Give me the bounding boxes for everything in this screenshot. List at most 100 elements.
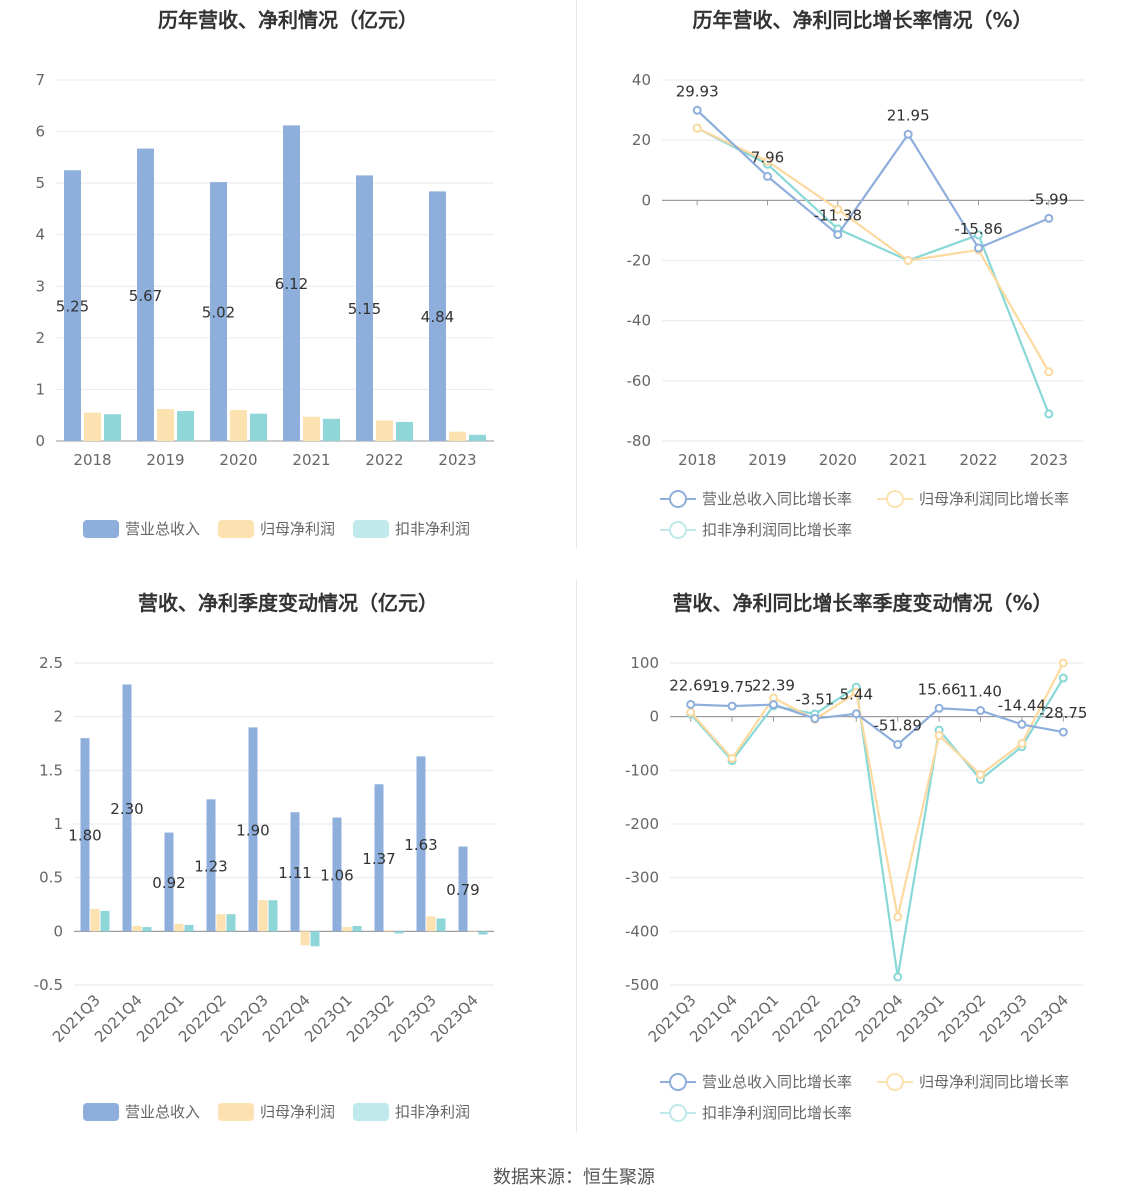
- bar-deducted-profit: [478, 931, 488, 935]
- data-point: [974, 230, 983, 240]
- data-label: 5.15: [348, 300, 381, 318]
- bar-net-profit: [426, 916, 436, 932]
- legend-label: 扣非净利润同比增长率: [702, 1104, 853, 1122]
- series-line-deducted-growth: [689, 677, 1065, 978]
- legend-item-net-growth[interactable]: 归母净利润同比增长率: [877, 1071, 1069, 1092]
- data-label: 22.39: [752, 677, 795, 695]
- data-point: [934, 703, 944, 713]
- legend-item-net-profit[interactable]: 归母净利润: [218, 1101, 335, 1122]
- data-label: 7.96: [751, 148, 784, 166]
- y-tick-label: 40: [632, 71, 651, 89]
- legend: 营业总收入 归母净利润 扣非净利润: [0, 0, 576, 560]
- bar-revenue: [210, 182, 227, 441]
- legend-swatch-deducted-profit: [353, 519, 389, 538]
- data-point: [727, 754, 737, 764]
- bar-revenue: [429, 191, 446, 441]
- y-tick-label: 0.5: [39, 869, 63, 887]
- data-point: [1044, 367, 1054, 377]
- legend-item-deducted-profit[interactable]: 扣非净利润: [353, 1101, 470, 1122]
- data-label: -3.51: [795, 691, 834, 709]
- bar-deducted-profit: [268, 900, 278, 932]
- x-tick-label: 2020: [819, 451, 857, 469]
- bar-deducted-profit: [142, 927, 152, 932]
- vertical-divider-bottom: [576, 580, 577, 1132]
- data-point: [1017, 719, 1027, 729]
- x-tick-label: 2023: [1030, 451, 1068, 469]
- data-label: 1.11: [278, 864, 311, 882]
- data-label: 22.69: [669, 676, 712, 694]
- legend-item-net-growth[interactable]: 归母净利润同比增长率: [877, 488, 1069, 509]
- data-point: [893, 740, 903, 750]
- y-tick-label: -0.5: [34, 976, 63, 994]
- bar-deducted-profit: [469, 434, 486, 441]
- x-tick-label: 2019: [146, 451, 184, 469]
- series-line-net-growth: [689, 662, 1065, 918]
- y-tick-label: -40: [627, 312, 652, 330]
- legend-item-deducted-profit[interactable]: 扣非净利润: [353, 518, 470, 539]
- legend-swatch-net-growth: [877, 1072, 913, 1091]
- bar-revenue: [164, 832, 174, 932]
- data-label: 21.95: [887, 106, 930, 124]
- series-line-net-growth: [696, 127, 1050, 373]
- bar-net-profit: [300, 931, 310, 946]
- data-point: [1044, 213, 1054, 223]
- data-label: 0.92: [152, 874, 185, 892]
- data-label: 5.02: [202, 304, 235, 322]
- bar-revenue: [122, 684, 132, 932]
- legend-item-revenue-growth[interactable]: 营业总收入同比增长率: [660, 488, 852, 509]
- chart-title: 历年营收、净利情况（亿元）: [158, 8, 418, 32]
- bar-net-profit: [84, 412, 101, 441]
- bar-deducted-profit: [352, 925, 362, 932]
- legend-item-revenue[interactable]: 营业总收入: [83, 518, 200, 539]
- quarterly-growth-panel: 营收、净利同比增长率季度变动情况（%） -500 -400 -300 -200 -100…: [577, 583, 1148, 1143]
- data-point: [974, 243, 983, 253]
- data-point: [1058, 673, 1068, 683]
- data-label: 1.37: [362, 850, 395, 868]
- quarterly-growth-chart: -500-400-300-200-10001002021Q32021Q42022…: [625, 654, 1088, 1046]
- y-tick-label: -400: [625, 922, 659, 940]
- legend-item-revenue-growth[interactable]: 营业总收入同比增长率: [660, 1071, 852, 1092]
- data-point: [903, 256, 913, 265]
- data-point: [903, 129, 913, 139]
- data-point: [893, 972, 903, 982]
- bar-revenue: [374, 784, 384, 932]
- annual-revenue-profit-panel: 历年营收、净利情况（亿元） 0 1 2 3 4 5 6 7 2018 2019 2020 2021 20…: [0, 0, 576, 560]
- data-label: 4.84: [421, 308, 454, 326]
- y-tick-label: -60: [627, 372, 652, 390]
- bar-net-profit: [157, 409, 174, 441]
- data-point: [934, 730, 944, 740]
- legend-swatch-deducted-growth: [660, 520, 696, 539]
- data-point: [851, 688, 861, 698]
- series-line-revenue-growth: [696, 109, 1050, 250]
- quarterly-revenue-profit-chart: -0.500.511.522.52021Q32021Q42022Q12022Q2…: [34, 654, 494, 1046]
- legend-item-deducted-growth[interactable]: 扣非净利润同比增长率: [660, 519, 852, 540]
- legend-item-net-profit[interactable]: 归母净利润: [218, 518, 335, 539]
- data-label: 5.25: [56, 298, 89, 316]
- annual-growth-chart: -80 -60 -40 -20 0 20 40 2018 2019 2020 2021 2022 202…: [627, 71, 1084, 469]
- bar-net-profit: [90, 908, 100, 932]
- legend-item-deducted-growth[interactable]: 扣非净利润同比增长率: [660, 1102, 852, 1123]
- data-label: -5.99: [1029, 190, 1068, 208]
- bar-net-profit: [174, 923, 184, 932]
- legend: 营业总收入 归母净利润 扣非净利润: [0, 583, 576, 1143]
- annual-growth-panel: 历年营收、净利同比增长率情况（%） -80 -60 -40 -20 0 20 40 2018 2…: [577, 0, 1148, 560]
- quarterly-revenue-profit-panel: 营收、净利季度变动情况（亿元） -0.5 0 0.5 1 1.5 2 2.5 2021Q3 20…: [0, 583, 576, 1143]
- legend-label: 归母净利润: [260, 1103, 336, 1121]
- legend-label: 归母净利润同比增长率: [919, 490, 1070, 508]
- bar-net-profit: [342, 927, 352, 932]
- y-tick-label: 2: [35, 329, 45, 347]
- legend-swatch-revenue-growth: [660, 489, 696, 508]
- legend-label: 营业总收入: [125, 520, 201, 538]
- legend-item-revenue[interactable]: 营业总收入: [83, 1101, 200, 1122]
- bar-deducted-profit: [100, 910, 110, 932]
- legend-label: 扣非净利润: [395, 520, 471, 538]
- y-tick-label: -80: [627, 432, 652, 450]
- bar-revenue: [248, 727, 258, 932]
- x-tick-label: 2023: [438, 451, 476, 469]
- bar-revenue: [332, 817, 342, 932]
- y-tick-label: -20: [627, 252, 652, 270]
- bar-revenue: [137, 148, 154, 441]
- data-point: [1044, 409, 1054, 419]
- data-label: -51.89: [874, 717, 922, 735]
- legend-label: 归母净利润同比增长率: [919, 1073, 1070, 1091]
